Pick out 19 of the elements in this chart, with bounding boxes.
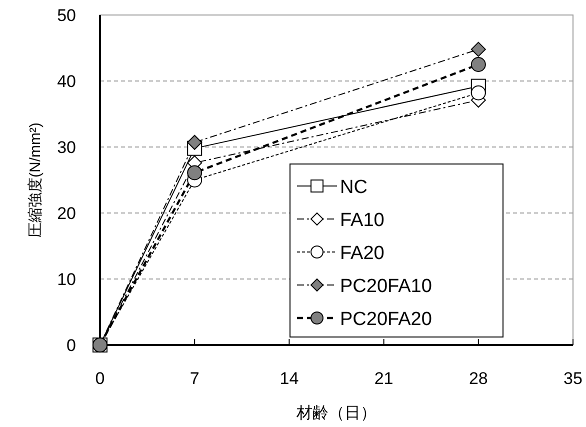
legend-label: PC20FA10 xyxy=(340,276,432,297)
y-tick-label: 30 xyxy=(57,138,76,157)
x-tick-label: 21 xyxy=(374,369,394,388)
y-tick-label: 10 xyxy=(57,270,76,289)
legend-label: PC20FA20 xyxy=(340,309,432,330)
y-tick-label: 50 xyxy=(57,6,76,25)
x-tick-label: 35 xyxy=(564,369,582,388)
x-axis-title: 材齢（日） xyxy=(296,404,376,422)
y-tick-label: 40 xyxy=(57,72,76,91)
legend-label: NC xyxy=(340,177,368,198)
legend-label: FA20 xyxy=(340,243,384,264)
x-tick-label: 0 xyxy=(95,369,105,388)
y-tick-label: 20 xyxy=(57,204,76,223)
x-tick-label: 7 xyxy=(190,369,200,388)
x-tick-label: 14 xyxy=(280,369,299,388)
y-tick-label: 0 xyxy=(66,336,76,355)
x-tick-label: 28 xyxy=(468,369,488,388)
y-axis-title: 圧縮強度(N/mm²) xyxy=(27,122,44,238)
legend-label: FA10 xyxy=(340,210,384,231)
